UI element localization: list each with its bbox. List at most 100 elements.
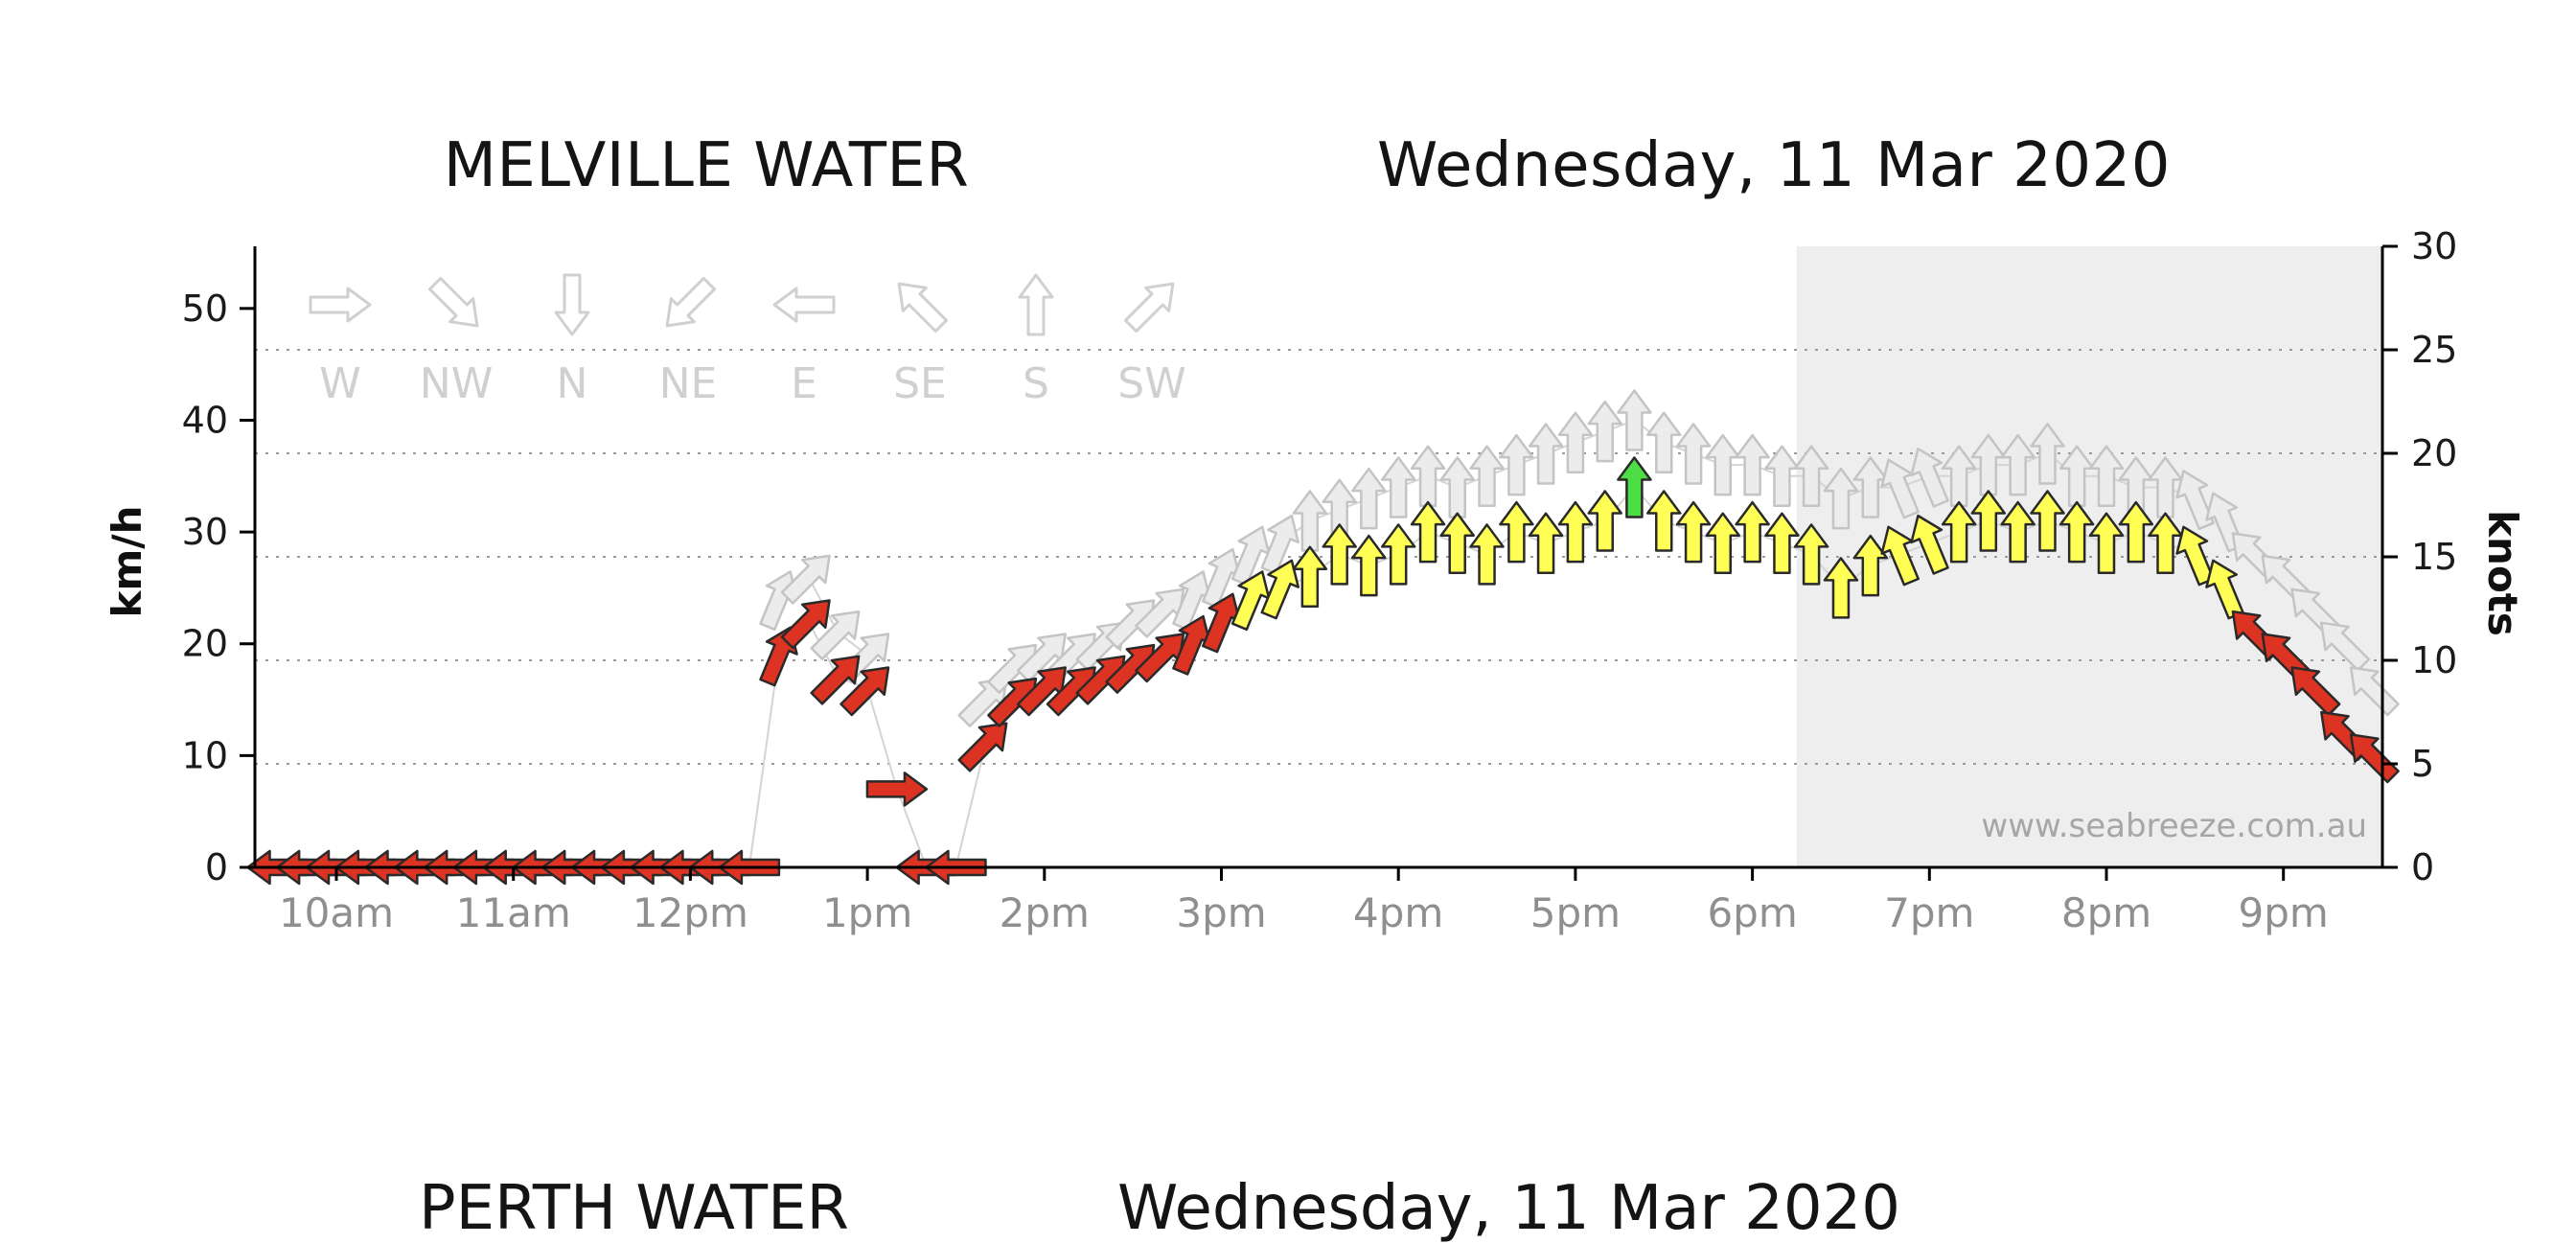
hour-label: 11am xyxy=(456,889,571,936)
direction-legend-arrow-N xyxy=(554,273,590,336)
wind-arrow xyxy=(1587,490,1622,552)
hour-label: 10am xyxy=(279,889,394,936)
wind-arrow xyxy=(865,772,929,807)
left-tick-label: 10 xyxy=(182,734,228,776)
direction-legend-arrow-SE xyxy=(897,282,949,334)
direction-legend-arrow-SW xyxy=(1123,282,1175,334)
gust-arrow xyxy=(1499,433,1534,496)
wind-arrow xyxy=(1557,500,1594,564)
gust-arrow xyxy=(2088,445,2125,508)
wind-chart: W NW N NE E SE S SW 0 10 20 30 40 50 0 5 10 15 20 25 30 10am 1… xyxy=(182,225,2458,936)
right-tick-label: 5 xyxy=(2411,743,2434,785)
wind-arrow xyxy=(1292,545,1328,609)
direction-legend-arrow-W xyxy=(309,287,372,323)
direction-legend-label-SW: SW xyxy=(1117,359,1185,408)
gust-arrow xyxy=(2320,621,2371,672)
direction-legend-label-NE: NE xyxy=(659,359,718,408)
wind-arrow xyxy=(2088,512,2125,575)
wind-arrow xyxy=(2290,666,2341,717)
gust-arrow xyxy=(1793,445,1829,508)
hour-label: 8pm xyxy=(2061,889,2151,936)
hour-label: 2pm xyxy=(1000,889,1090,936)
gust-arrow xyxy=(1410,445,1446,508)
direction-legend-arrow-E xyxy=(772,287,836,323)
wind-arrow xyxy=(1705,512,1741,575)
right-tick-label: 30 xyxy=(2411,225,2457,267)
wind-arrow xyxy=(2058,500,2095,564)
gust-arrow xyxy=(1528,423,1564,485)
hour-label: 6pm xyxy=(1707,889,1797,936)
wind-arrow xyxy=(1910,514,1949,575)
gust-arrow xyxy=(1557,411,1594,474)
wind-arrow xyxy=(1793,523,1829,586)
left-tick-label: 40 xyxy=(182,399,228,441)
right-tick-label: 0 xyxy=(2411,846,2434,888)
gust-arrow xyxy=(2000,433,2036,496)
gust-arrow xyxy=(1469,445,1505,508)
gust-arrow xyxy=(1735,433,1770,496)
gust-arrow xyxy=(1380,456,1416,518)
direction-legend-arrow-NW xyxy=(427,276,479,328)
left-tick-label: 0 xyxy=(205,846,228,888)
right-tick-label: 25 xyxy=(2411,329,2457,371)
gust-arrow xyxy=(1260,514,1300,575)
direction-legend-label-E: E xyxy=(791,359,817,408)
gust-arrow xyxy=(2030,423,2065,485)
direction-legend-label-SE: SE xyxy=(893,359,947,408)
wind-arrow xyxy=(1351,534,1387,597)
direction-legend-label-NW: NW xyxy=(420,359,493,408)
hour-label: 7pm xyxy=(1884,889,1974,936)
next-station-title-partial: PERTH WATER xyxy=(419,1173,849,1244)
wind-arrow xyxy=(1380,523,1416,586)
left-tick-label: 30 xyxy=(182,511,228,553)
gust-arrow xyxy=(2175,470,2215,531)
next-date-title-partial: Wednesday, 11 Mar 2020 xyxy=(1117,1173,1900,1244)
wind-arrow xyxy=(2175,525,2215,587)
wind-arrow xyxy=(780,599,831,650)
hour-label: 3pm xyxy=(1176,889,1266,936)
wind-arrow xyxy=(1528,512,1564,575)
date-title: Wednesday, 11 Mar 2020 xyxy=(1377,130,2171,201)
wind-arrow xyxy=(2118,500,2154,564)
gust-arrow xyxy=(1910,447,1949,508)
left-tick-label: 50 xyxy=(182,288,228,330)
wind-arrow xyxy=(1260,559,1300,620)
gust-arrow xyxy=(1351,467,1387,530)
gust-arrow xyxy=(1646,411,1682,474)
wind-arrow xyxy=(1675,500,1712,564)
hour-label: 1pm xyxy=(822,889,912,936)
gust-arrow xyxy=(1439,456,1475,518)
wind-arrow xyxy=(1499,500,1534,564)
direction-legend-arrow-S xyxy=(1018,273,1054,336)
wind-arrow xyxy=(1439,512,1475,575)
right-tick-label: 15 xyxy=(2411,536,2457,578)
wind-arrow xyxy=(1322,523,1357,586)
gust-arrow xyxy=(1675,423,1712,485)
direction-legend-label-S: S xyxy=(1023,359,1049,408)
wind-arrow xyxy=(1410,500,1446,564)
watermark: www.seabreeze.com.au xyxy=(1981,807,2367,845)
direction-legend-label-N: N xyxy=(557,359,588,408)
wind-arrow xyxy=(810,655,861,705)
wind-arrow xyxy=(1852,534,1889,597)
gust-arrow xyxy=(810,610,861,660)
direction-legend-arrow-NE xyxy=(665,276,717,328)
gust-arrow xyxy=(1823,467,1859,530)
wind-arrow xyxy=(1469,523,1505,586)
wind-arrow xyxy=(2349,733,2400,784)
wind-arrow xyxy=(1617,456,1652,518)
left-tick-label: 20 xyxy=(182,623,228,665)
hour-label: 5pm xyxy=(1530,889,1621,936)
gust-arrow xyxy=(780,554,831,605)
gust-arrow xyxy=(2349,666,2400,717)
wind-arrow xyxy=(2000,500,2036,564)
hour-label: 4pm xyxy=(1353,889,1443,936)
station-title: MELVILLE WATER xyxy=(443,130,970,201)
direction-legend-label-W: W xyxy=(319,359,361,408)
wind-arrow xyxy=(840,666,890,717)
wind-arrow xyxy=(2030,490,2065,552)
wind-arrow xyxy=(1735,500,1770,564)
hour-label: 12pm xyxy=(632,889,748,936)
wind-arrow xyxy=(1941,500,1977,564)
gust-arrow xyxy=(1587,400,1622,463)
